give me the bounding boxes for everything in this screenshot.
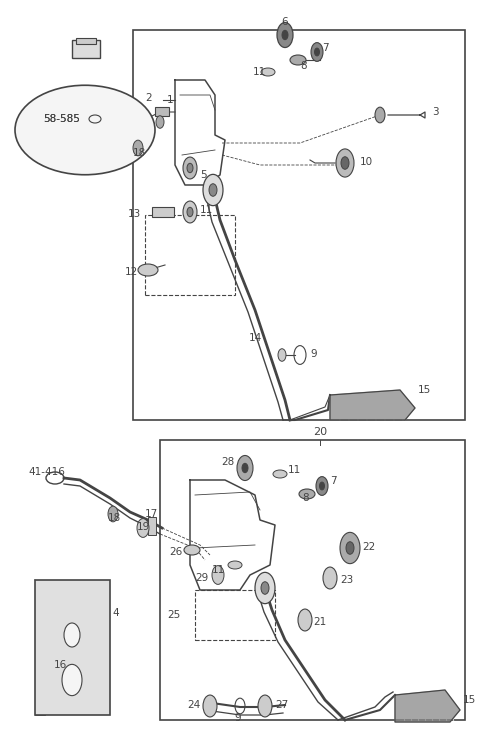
- Circle shape: [97, 608, 103, 617]
- Text: 58-585: 58-585: [43, 114, 80, 124]
- Circle shape: [108, 506, 118, 522]
- Circle shape: [187, 163, 193, 173]
- Circle shape: [93, 601, 107, 623]
- Text: 18: 18: [133, 148, 146, 158]
- Text: 21: 21: [313, 617, 326, 627]
- Bar: [148, 517, 156, 535]
- Bar: [155, 107, 169, 116]
- Circle shape: [203, 174, 223, 206]
- Ellipse shape: [290, 55, 306, 65]
- Text: 11: 11: [253, 67, 266, 77]
- Circle shape: [183, 157, 197, 179]
- Polygon shape: [330, 390, 415, 420]
- Circle shape: [258, 695, 272, 717]
- Text: 17: 17: [145, 509, 158, 519]
- Text: 7: 7: [330, 476, 336, 486]
- Circle shape: [298, 609, 312, 631]
- Circle shape: [316, 477, 328, 496]
- Text: 58-585: 58-585: [43, 114, 80, 124]
- Circle shape: [277, 23, 293, 47]
- Text: 18: 18: [108, 513, 121, 523]
- Text: 11: 11: [288, 465, 301, 475]
- Text: 9: 9: [235, 713, 241, 723]
- Text: 41-416: 41-416: [28, 467, 65, 477]
- Text: 7: 7: [322, 43, 329, 53]
- Text: 13: 13: [128, 209, 141, 219]
- Text: 29: 29: [196, 573, 209, 583]
- Ellipse shape: [138, 264, 158, 276]
- Circle shape: [187, 207, 193, 217]
- Circle shape: [320, 482, 324, 490]
- Text: 28: 28: [222, 457, 235, 467]
- Polygon shape: [395, 690, 460, 722]
- Ellipse shape: [261, 68, 275, 76]
- Circle shape: [137, 519, 149, 538]
- Circle shape: [323, 567, 337, 589]
- Circle shape: [278, 348, 286, 361]
- Text: 11: 11: [200, 205, 213, 215]
- Bar: [35, 580, 110, 715]
- Ellipse shape: [64, 623, 80, 647]
- Circle shape: [62, 665, 82, 695]
- Text: 6: 6: [282, 17, 288, 27]
- Text: 20: 20: [313, 427, 327, 437]
- Circle shape: [336, 149, 354, 177]
- Text: 5: 5: [200, 170, 206, 180]
- Ellipse shape: [299, 489, 315, 499]
- Text: 25: 25: [167, 610, 180, 620]
- Bar: [133, 30, 465, 420]
- Text: 4: 4: [112, 608, 119, 618]
- Text: 12: 12: [125, 267, 138, 277]
- Circle shape: [341, 157, 349, 169]
- Bar: [76, 38, 96, 44]
- Text: 22: 22: [362, 542, 375, 552]
- Text: 11: 11: [212, 565, 225, 575]
- Ellipse shape: [228, 561, 242, 569]
- Circle shape: [183, 201, 197, 223]
- Circle shape: [311, 43, 323, 62]
- Text: 27: 27: [275, 700, 288, 710]
- Text: 1: 1: [167, 95, 174, 105]
- Text: 16: 16: [53, 660, 67, 670]
- Text: 9: 9: [310, 349, 317, 359]
- Bar: [195, 590, 275, 640]
- Bar: [160, 440, 465, 720]
- Text: 15: 15: [463, 695, 476, 705]
- Text: 19: 19: [137, 522, 150, 532]
- Circle shape: [133, 140, 143, 155]
- Circle shape: [314, 48, 320, 56]
- Circle shape: [156, 116, 164, 128]
- Text: 14: 14: [249, 333, 262, 343]
- Circle shape: [242, 463, 248, 472]
- Circle shape: [237, 456, 253, 481]
- Bar: [72, 40, 100, 58]
- Circle shape: [375, 107, 385, 123]
- Ellipse shape: [273, 470, 287, 478]
- Circle shape: [203, 695, 217, 717]
- Text: 15: 15: [418, 385, 431, 395]
- Text: 10: 10: [360, 157, 373, 167]
- Text: 26: 26: [169, 547, 182, 557]
- Circle shape: [282, 30, 288, 40]
- Circle shape: [212, 566, 224, 584]
- Text: 24: 24: [187, 700, 200, 710]
- Text: 8: 8: [302, 493, 309, 503]
- Circle shape: [346, 541, 354, 554]
- Circle shape: [340, 532, 360, 564]
- Bar: [145, 215, 235, 295]
- Circle shape: [209, 184, 217, 196]
- Ellipse shape: [15, 86, 155, 175]
- Text: 2: 2: [145, 93, 152, 103]
- Circle shape: [261, 582, 269, 594]
- Circle shape: [255, 572, 275, 604]
- Text: 23: 23: [340, 575, 353, 585]
- Ellipse shape: [184, 545, 200, 555]
- Text: 8: 8: [300, 61, 307, 71]
- Text: 3: 3: [432, 107, 439, 117]
- Bar: [152, 207, 174, 217]
